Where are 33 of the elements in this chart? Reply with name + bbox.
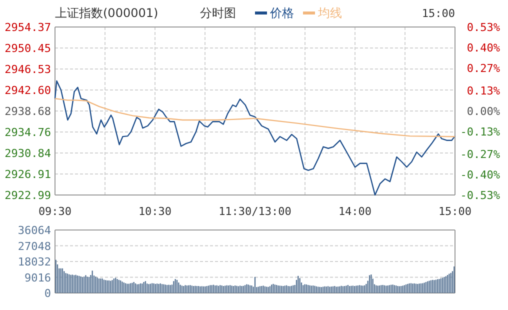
y-tick-label: 36064 bbox=[18, 224, 52, 237]
text: 0.00% bbox=[466, 105, 500, 118]
text: -0.13% bbox=[460, 126, 500, 139]
text: 15:00 bbox=[422, 7, 455, 20]
text: -0.27% bbox=[460, 148, 500, 161]
y-tick-label: 2934.76 bbox=[4, 126, 51, 139]
y-tick-label: 2954.37 bbox=[4, 21, 51, 34]
text: -0.53% bbox=[460, 189, 500, 202]
y-tick-label: 2930.84 bbox=[4, 146, 52, 160]
x-tick-label: 14:00 bbox=[338, 205, 372, 218]
y-tick-label: 0 bbox=[44, 287, 51, 300]
text: 0.53% bbox=[466, 21, 500, 34]
y-tick-label: 2942.60 bbox=[4, 84, 51, 98]
x-tick-label: 09:30 bbox=[38, 205, 72, 218]
chart-title: 上证指数(000001) bbox=[55, 6, 158, 20]
y-tick-label: 18032 bbox=[18, 256, 51, 268]
y-tick-label: 2938.68 bbox=[4, 105, 51, 118]
y-tick-label: 2946.53 bbox=[4, 62, 51, 76]
x-tick-label: 11:30/13:00 bbox=[218, 205, 292, 218]
legend-label: 价格 bbox=[269, 6, 294, 20]
y-tick-label: 27048 bbox=[18, 240, 51, 253]
text: 0.27% bbox=[466, 62, 500, 76]
text: 0.13% bbox=[466, 84, 500, 98]
y-tick-label: 2950.45 bbox=[4, 42, 51, 55]
text: -0.40% bbox=[460, 168, 500, 182]
text: 0.40% bbox=[466, 42, 500, 55]
legend-label: 均线 bbox=[317, 6, 342, 20]
chart-subtitle: 分时图 bbox=[200, 6, 236, 20]
y-tick-label: 9016 bbox=[24, 271, 51, 284]
y-tick-label: 2922.99 bbox=[4, 189, 51, 202]
x-tick-label: 10:30 bbox=[138, 205, 172, 218]
x-tick-label: 15:00 bbox=[438, 205, 472, 218]
y-tick-label: 2926.91 bbox=[4, 168, 51, 182]
